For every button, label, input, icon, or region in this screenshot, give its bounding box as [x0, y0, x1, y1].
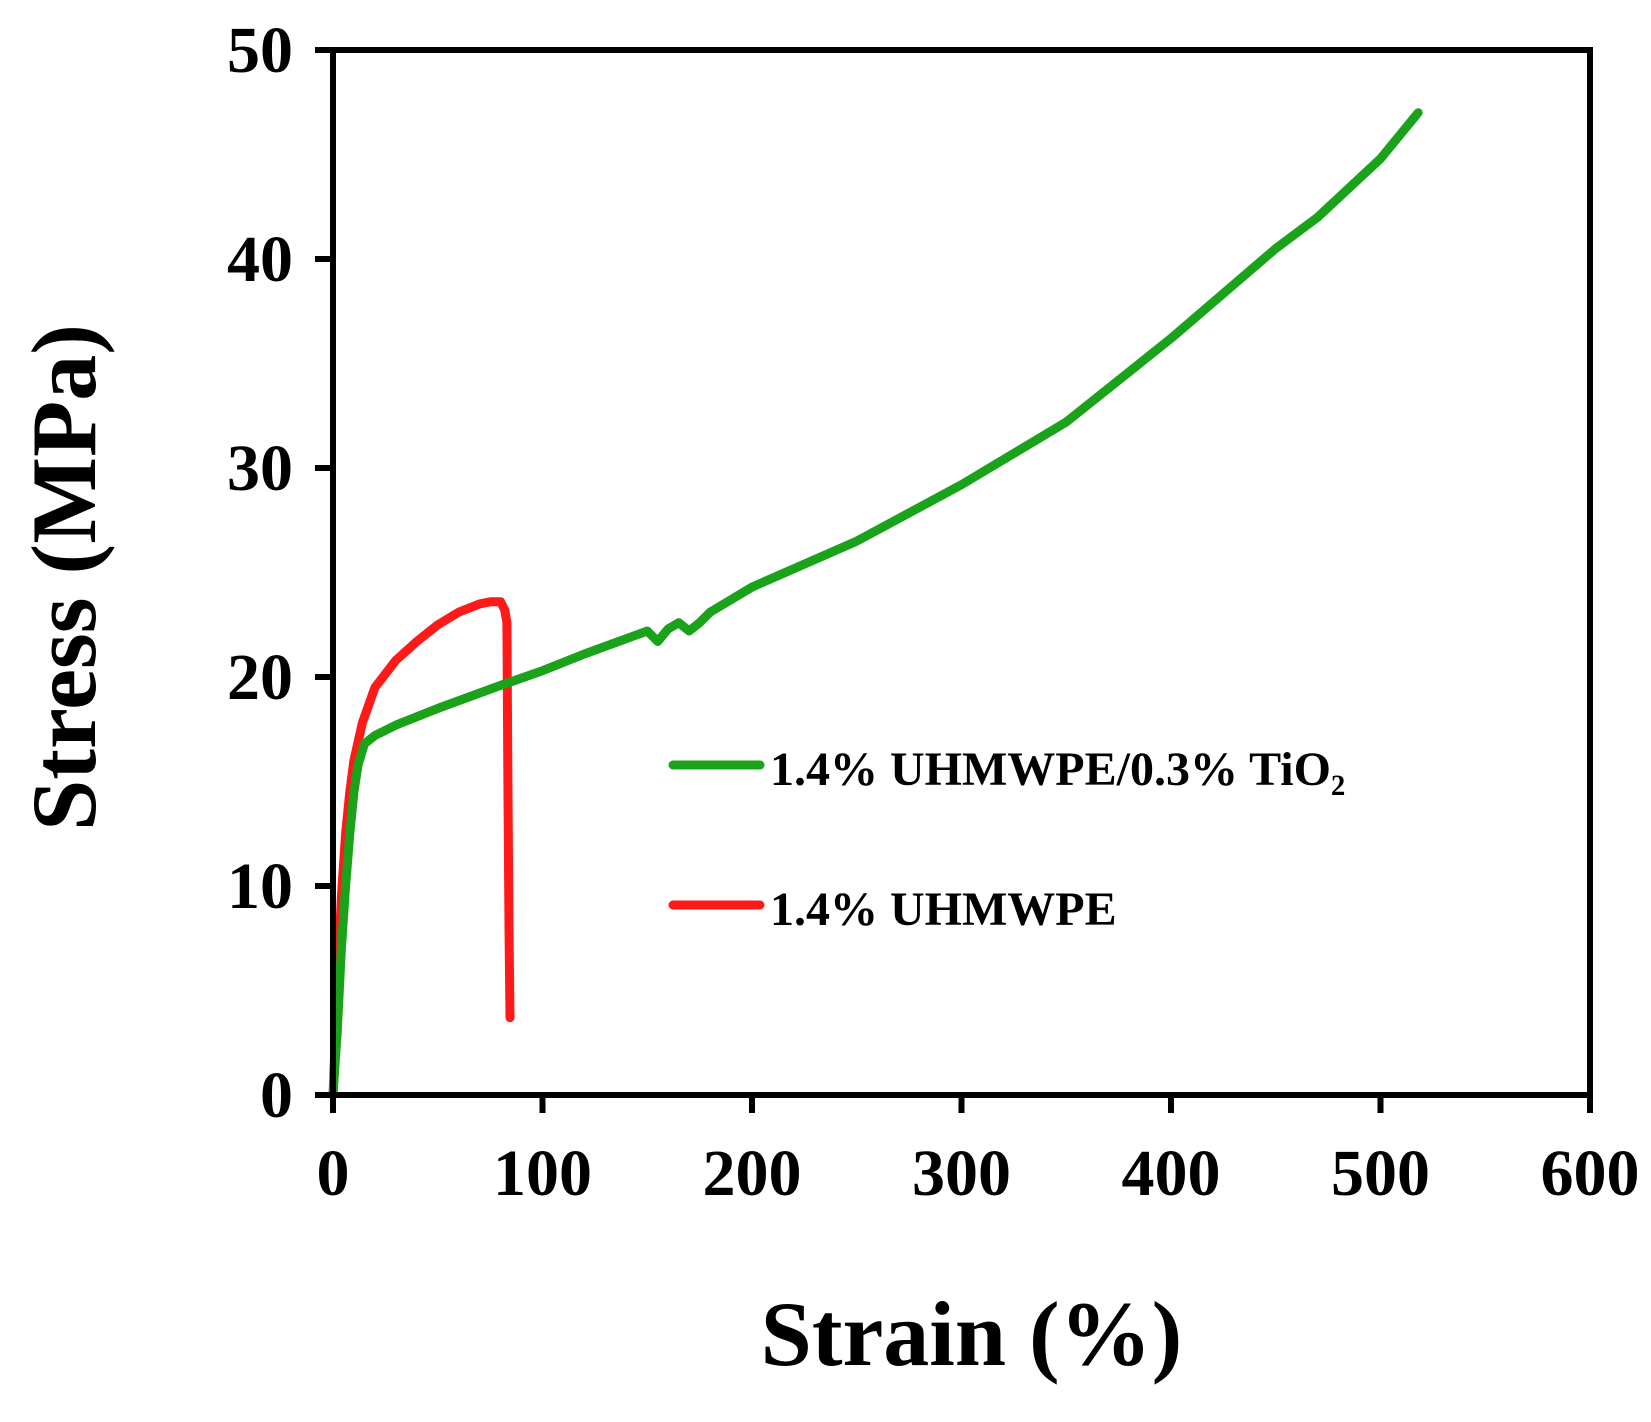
x-tick-label: 300 — [912, 1137, 1011, 1210]
y-axis-title: Stress (MPa) — [13, 324, 115, 831]
axis-ticks — [315, 47, 1593, 1113]
y-tick-label: 0 — [260, 1059, 293, 1132]
y-tick-label: 20 — [227, 641, 293, 714]
x-tick-label: 500 — [1331, 1137, 1430, 1210]
legend: 1.4% UHMWPE/0.3% TiO₂ 1.4% UHMWPE — [668, 743, 1345, 936]
x-tick-label: 200 — [703, 1137, 802, 1210]
y-tick-label: 50 — [227, 14, 293, 87]
plot-frame — [330, 47, 1593, 1098]
plot-lines — [328, 108, 1423, 1100]
y-tick-label: 40 — [227, 223, 293, 296]
x-tick-label: 400 — [1122, 1137, 1221, 1210]
series-line-uhmwpe — [328, 597, 515, 1100]
tick-labels: 0 100 200 300 400 500 600 0 10 20 30 40 50 — [227, 14, 1640, 1210]
x-tick-label: 0 — [317, 1137, 350, 1210]
x-axis-title: Strain (%) — [761, 1283, 1183, 1385]
y-tick-label: 30 — [227, 432, 293, 505]
legend-label-uhmwpe-tio2: 1.4% UHMWPE/0.3% TiO₂ — [770, 743, 1345, 796]
x-tick-label: 600 — [1541, 1137, 1640, 1210]
legend-label-uhmwpe: 1.4% UHMWPE — [770, 883, 1117, 936]
x-tick-label: 100 — [493, 1137, 592, 1210]
series-line-uhmwpe-tio2 — [328, 108, 1423, 1100]
y-tick-label: 10 — [227, 850, 293, 923]
